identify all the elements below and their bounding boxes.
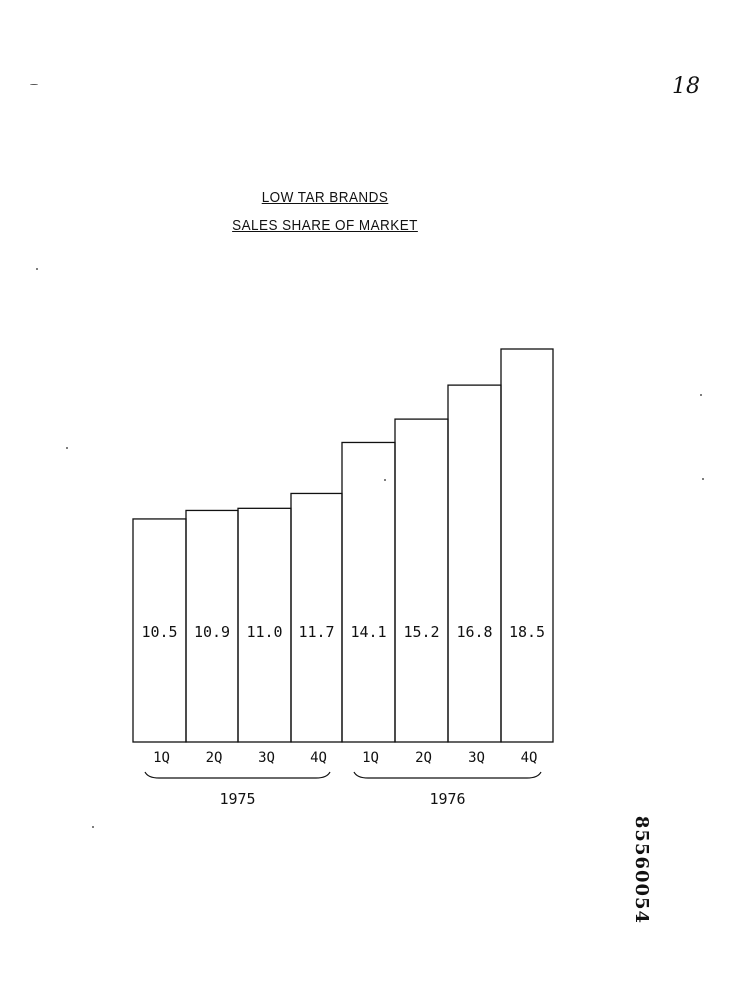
page-number: 18 xyxy=(672,74,700,99)
bar-value-label: 10.9 xyxy=(194,623,230,641)
chart-subtitle: SALES SHARE OF MARKET xyxy=(232,217,418,234)
scan-speck xyxy=(30,84,38,85)
scan-speck xyxy=(700,394,702,396)
bar xyxy=(500,348,554,743)
x-tick-label: 4Q xyxy=(310,750,327,766)
bar-value-label: 18.5 xyxy=(509,623,545,641)
bar xyxy=(447,384,502,743)
bar xyxy=(394,418,449,743)
scan-speck xyxy=(384,479,386,481)
bar-value-label: 14.1 xyxy=(350,623,386,641)
x-tick-label: 2Q xyxy=(415,750,432,766)
chart-title-block: LOW TAR BRANDS SALES SHARE OF MARKET xyxy=(200,184,450,240)
bar-value-label: 16.8 xyxy=(456,623,492,641)
document-id-stamp: 85560054 xyxy=(612,816,672,924)
bar-value-label: 11.7 xyxy=(298,623,334,641)
year-group-label: 1976 xyxy=(429,790,465,808)
x-tick-label: 3Q xyxy=(258,750,275,766)
x-tick-label: 4Q xyxy=(521,750,538,766)
x-tick-label: 3Q xyxy=(468,750,485,766)
year-bracket xyxy=(353,771,542,779)
scan-speck xyxy=(66,447,68,449)
year-group-label: 1975 xyxy=(219,790,255,808)
x-tick-label: 1Q xyxy=(153,750,170,766)
scan-speck xyxy=(36,268,38,270)
bar-value-label: 11.0 xyxy=(246,623,282,641)
document-id: 85560054 xyxy=(631,815,652,925)
scan-speck xyxy=(702,478,704,480)
scan-speck xyxy=(92,826,94,828)
x-tick-label: 2Q xyxy=(206,750,223,766)
bar-value-label: 10.5 xyxy=(141,623,177,641)
bar-value-label: 15.2 xyxy=(403,623,439,641)
year-bracket xyxy=(144,771,331,779)
bar xyxy=(290,492,343,743)
bar xyxy=(341,441,396,743)
x-tick-label: 1Q xyxy=(362,750,379,766)
chart-title: LOW TAR BRANDS xyxy=(261,189,389,206)
